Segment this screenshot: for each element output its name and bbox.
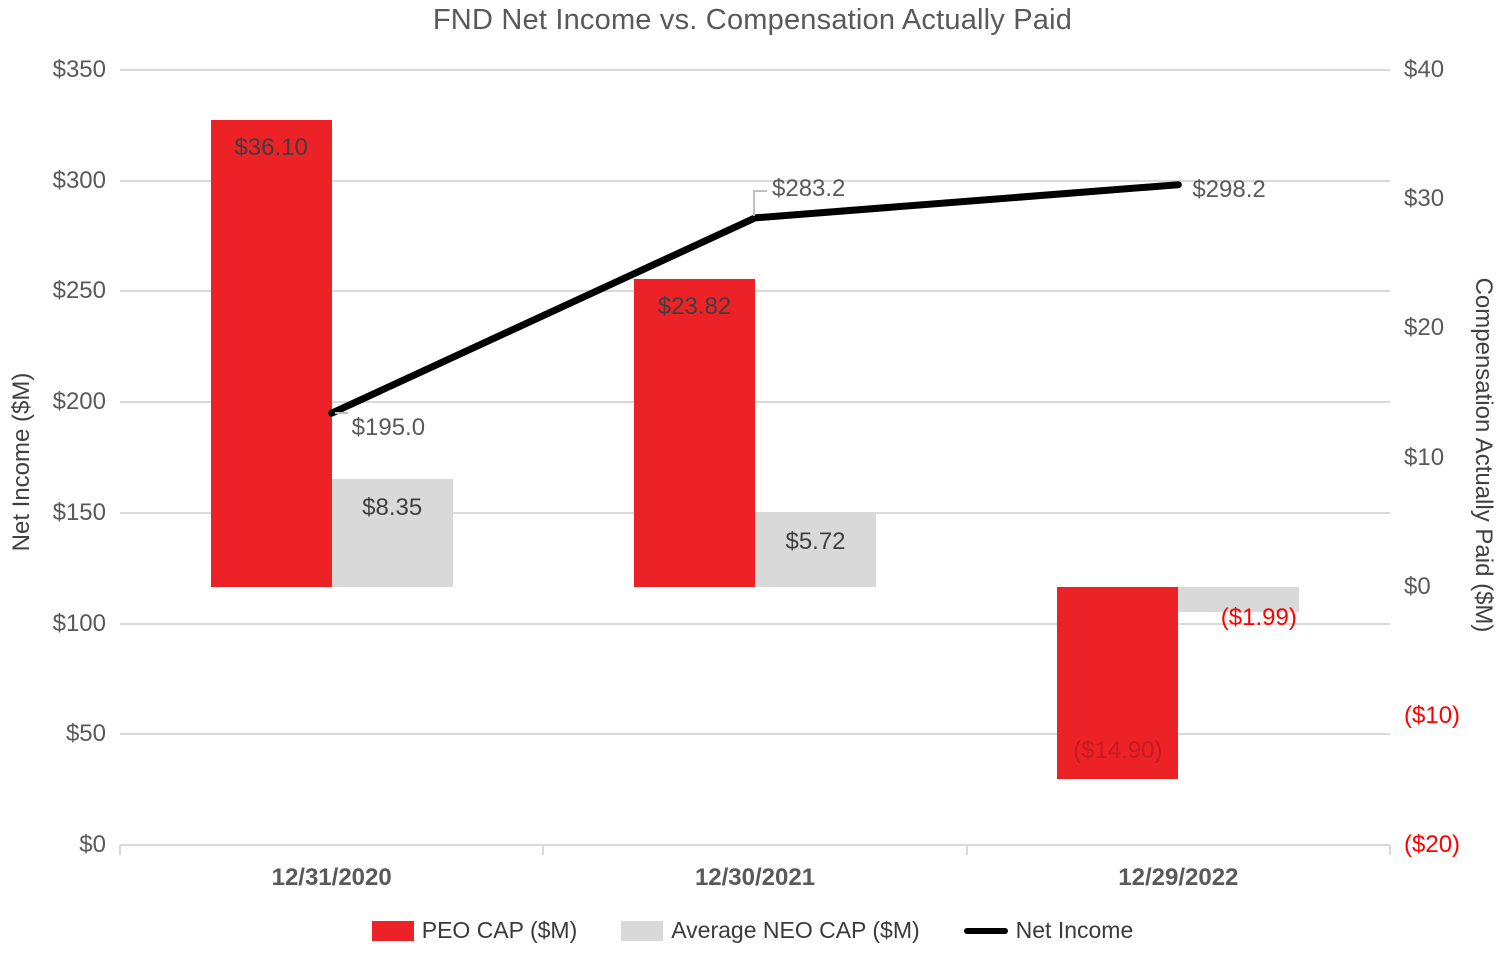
x-axis-category-label: 12/30/2021 [694, 864, 816, 891]
legend-item-neo-cap: Average NEO CAP ($M) [621, 917, 920, 944]
peo-cap-bar [210, 120, 332, 587]
neo-cap-value-label: $8.35 [362, 493, 423, 521]
legend-label: Average NEO CAP ($M) [671, 917, 920, 943]
chart-title: FND Net Income vs. Compensation Actually… [432, 4, 1073, 36]
gridline [120, 179, 1390, 182]
right-axis-tick-label: $40 [1404, 56, 1445, 83]
gridline [120, 290, 1390, 293]
net-income-value-label: $298.2 [1192, 175, 1266, 203]
legend-item-net-income: Net Income [963, 917, 1134, 944]
legend-label: PEO CAP ($M) [421, 917, 578, 943]
net-income-leader [753, 189, 767, 192]
x-axis-tick [1389, 845, 1391, 855]
neo-cap-bar [1178, 586, 1300, 613]
legend: PEO CAP ($M) Average NEO CAP ($M) Net Inco… [0, 917, 1505, 944]
net-income-value-label: $195.0 [351, 414, 426, 442]
right-axis-tick-label: $10 [1404, 443, 1445, 471]
left-axis-tick-label: $300 [52, 166, 106, 194]
net-income-legend-line [963, 927, 1008, 934]
left-axis-tick-label: $100 [52, 609, 106, 637]
left-axis-tick-label: $350 [52, 56, 106, 83]
x-axis-tick [119, 845, 121, 855]
left-axis-tick-label: $250 [52, 277, 106, 305]
x-axis-tick [965, 845, 968, 855]
peo-cap-legend-swatch [371, 920, 414, 941]
x-axis-category-label: 12/29/2022 [1118, 864, 1239, 891]
neo-cap-legend-swatch [621, 920, 664, 941]
neo-cap-bar [755, 512, 876, 587]
legend-item-peo-cap: PEO CAP ($M) [371, 917, 578, 944]
gridline [120, 401, 1390, 404]
x-axis-category-label: 12/31/2020 [271, 864, 392, 891]
right-axis-tick-label: $20 [1404, 314, 1445, 342]
gridline [120, 844, 1390, 846]
left-axis-tick-label: $0 [79, 831, 106, 858]
peo-cap-value-label: ($14.90) [1073, 737, 1163, 765]
legend-label: Net Income [1015, 917, 1134, 943]
neo-cap-bar [331, 478, 453, 587]
net-income-leader [753, 189, 755, 216]
right-axis-tick-label: ($10) [1404, 701, 1461, 729]
peo-cap-bar [634, 278, 755, 587]
peo-cap-bar [1057, 586, 1179, 780]
net-income-leader [334, 412, 348, 415]
left-axis-tick-label: $200 [52, 388, 106, 416]
left-axis-tick-label: $50 [65, 720, 106, 748]
gridline [120, 622, 1390, 625]
neo-cap-value-label: ($1.99) [1220, 604, 1297, 632]
net-income-value-label: $283.2 [772, 174, 846, 202]
gridline [120, 733, 1390, 736]
x-axis-tick [542, 845, 545, 855]
right-axis-tick-label: $30 [1404, 185, 1445, 213]
peo-cap-value-label: $36.10 [234, 134, 308, 162]
left-axis-tick-label: $150 [52, 498, 106, 526]
peo-cap-value-label: $23.82 [657, 292, 732, 320]
gridline [120, 69, 1390, 71]
right-axis-tick-label: $0 [1404, 572, 1431, 600]
right-axis-tick-label: ($20) [1404, 831, 1461, 858]
neo-cap-value-label: $5.72 [785, 527, 846, 555]
